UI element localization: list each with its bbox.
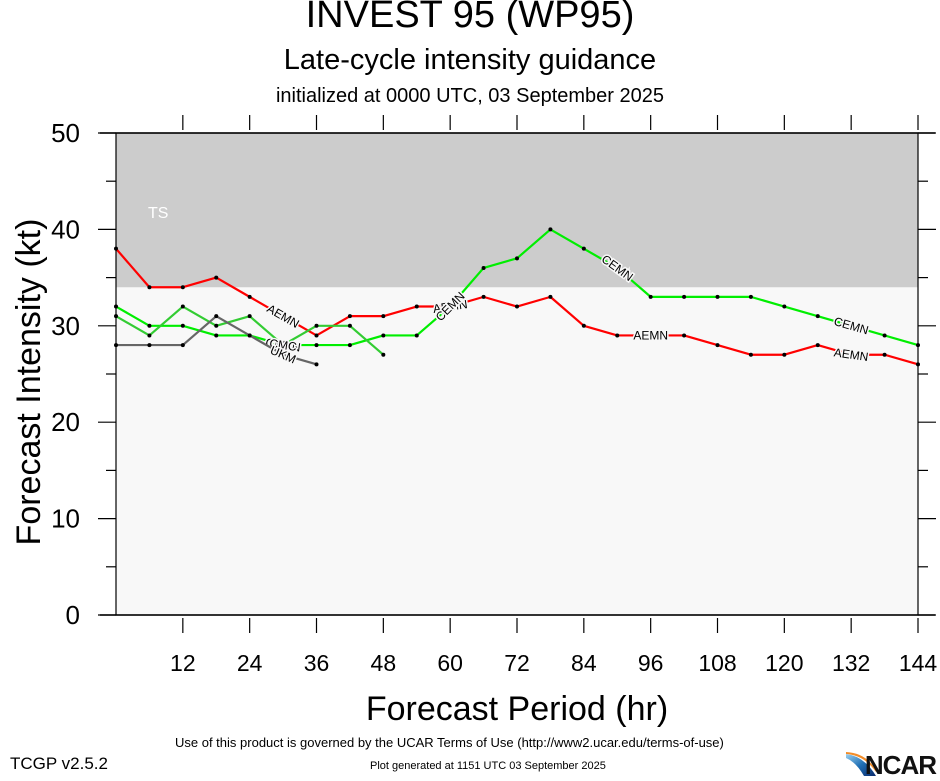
x-tick-label: 48 (371, 650, 397, 676)
y-tick-label: 50 (51, 118, 80, 148)
data-point (180, 304, 185, 309)
ts-band (116, 133, 918, 288)
chart-title: INVEST 95 (WP95) (305, 0, 635, 36)
data-point (882, 352, 887, 357)
chart-subtitle: Late-cycle intensity guidance (283, 44, 657, 76)
version-label: TCGP v2.5.2 (10, 754, 108, 773)
data-point (381, 352, 386, 357)
x-tick-label: 144 (899, 650, 938, 676)
x-tick-label: 72 (504, 650, 530, 676)
data-point (481, 265, 486, 270)
data-point (180, 323, 185, 328)
y-axis-label: Forecast Intensity (kt) (10, 219, 48, 546)
data-point (180, 343, 185, 348)
data-point (180, 285, 185, 290)
x-tick-label: 108 (698, 650, 736, 676)
data-point (214, 333, 219, 338)
data-point (715, 343, 720, 348)
data-point (581, 246, 586, 251)
data-point (682, 333, 687, 338)
data-point (414, 304, 419, 309)
data-point (515, 256, 519, 261)
generated-timestamp: Plot generated at 1151 UTC 03 September … (370, 760, 606, 772)
series-label: AEMN (633, 328, 668, 342)
data-point (515, 304, 519, 309)
data-point (748, 352, 753, 357)
series-label: AEMN (833, 345, 869, 364)
data-point (815, 343, 820, 348)
data-point (247, 294, 252, 299)
y-tick-label: 0 (66, 600, 80, 630)
data-point (147, 333, 152, 338)
x-tick-label: 12 (170, 650, 196, 676)
initialization-time: initialized at 0000 UTC, 03 September 20… (275, 85, 664, 107)
data-point (214, 323, 219, 328)
data-point (615, 333, 620, 338)
data-point (548, 227, 553, 232)
data-point (347, 343, 352, 348)
ncar-logo-icon (846, 752, 876, 776)
series-cmc: CMC (114, 304, 386, 357)
x-tick-label: 96 (638, 650, 664, 676)
data-point (715, 294, 720, 299)
data-point (481, 294, 486, 299)
data-point (247, 333, 252, 338)
data-point (648, 294, 653, 299)
x-tick-label: 84 (571, 650, 597, 676)
y-tick-label: 10 (51, 504, 80, 534)
x-tick-label: 60 (437, 650, 463, 676)
x-tick-label: 24 (237, 650, 263, 676)
data-point (314, 362, 319, 367)
data-point (682, 294, 687, 299)
data-point (147, 343, 152, 348)
y-tick-label: 30 (51, 311, 80, 341)
ts-band-label: TS (148, 205, 168, 222)
x-tick-label: 36 (304, 650, 330, 676)
x-tick-label: 132 (832, 650, 870, 676)
data-point (815, 314, 820, 319)
data-point (414, 333, 419, 338)
data-point (147, 323, 152, 328)
data-point (314, 323, 319, 328)
data-point (748, 294, 753, 299)
data-point (782, 304, 787, 309)
data-point (548, 294, 553, 299)
data-point (314, 333, 319, 338)
data-point (147, 285, 152, 290)
data-point (882, 333, 887, 338)
x-axis-label: Forecast Period (hr) (366, 690, 668, 728)
data-point (314, 343, 319, 348)
data-point (381, 314, 386, 319)
data-point (782, 352, 787, 357)
data-point (214, 275, 219, 280)
ncar-logo: NCAR (864, 750, 937, 780)
data-point (381, 333, 386, 338)
data-point (347, 314, 352, 319)
data-point (581, 323, 586, 328)
terms-of-use-notice: Use of this product is governed by the U… (175, 735, 724, 750)
data-point (247, 314, 252, 319)
data-point (347, 323, 352, 328)
y-tick-label: 40 (51, 214, 80, 244)
y-tick-label: 20 (51, 407, 80, 437)
data-point (214, 314, 219, 319)
x-tick-label: 120 (765, 650, 803, 676)
